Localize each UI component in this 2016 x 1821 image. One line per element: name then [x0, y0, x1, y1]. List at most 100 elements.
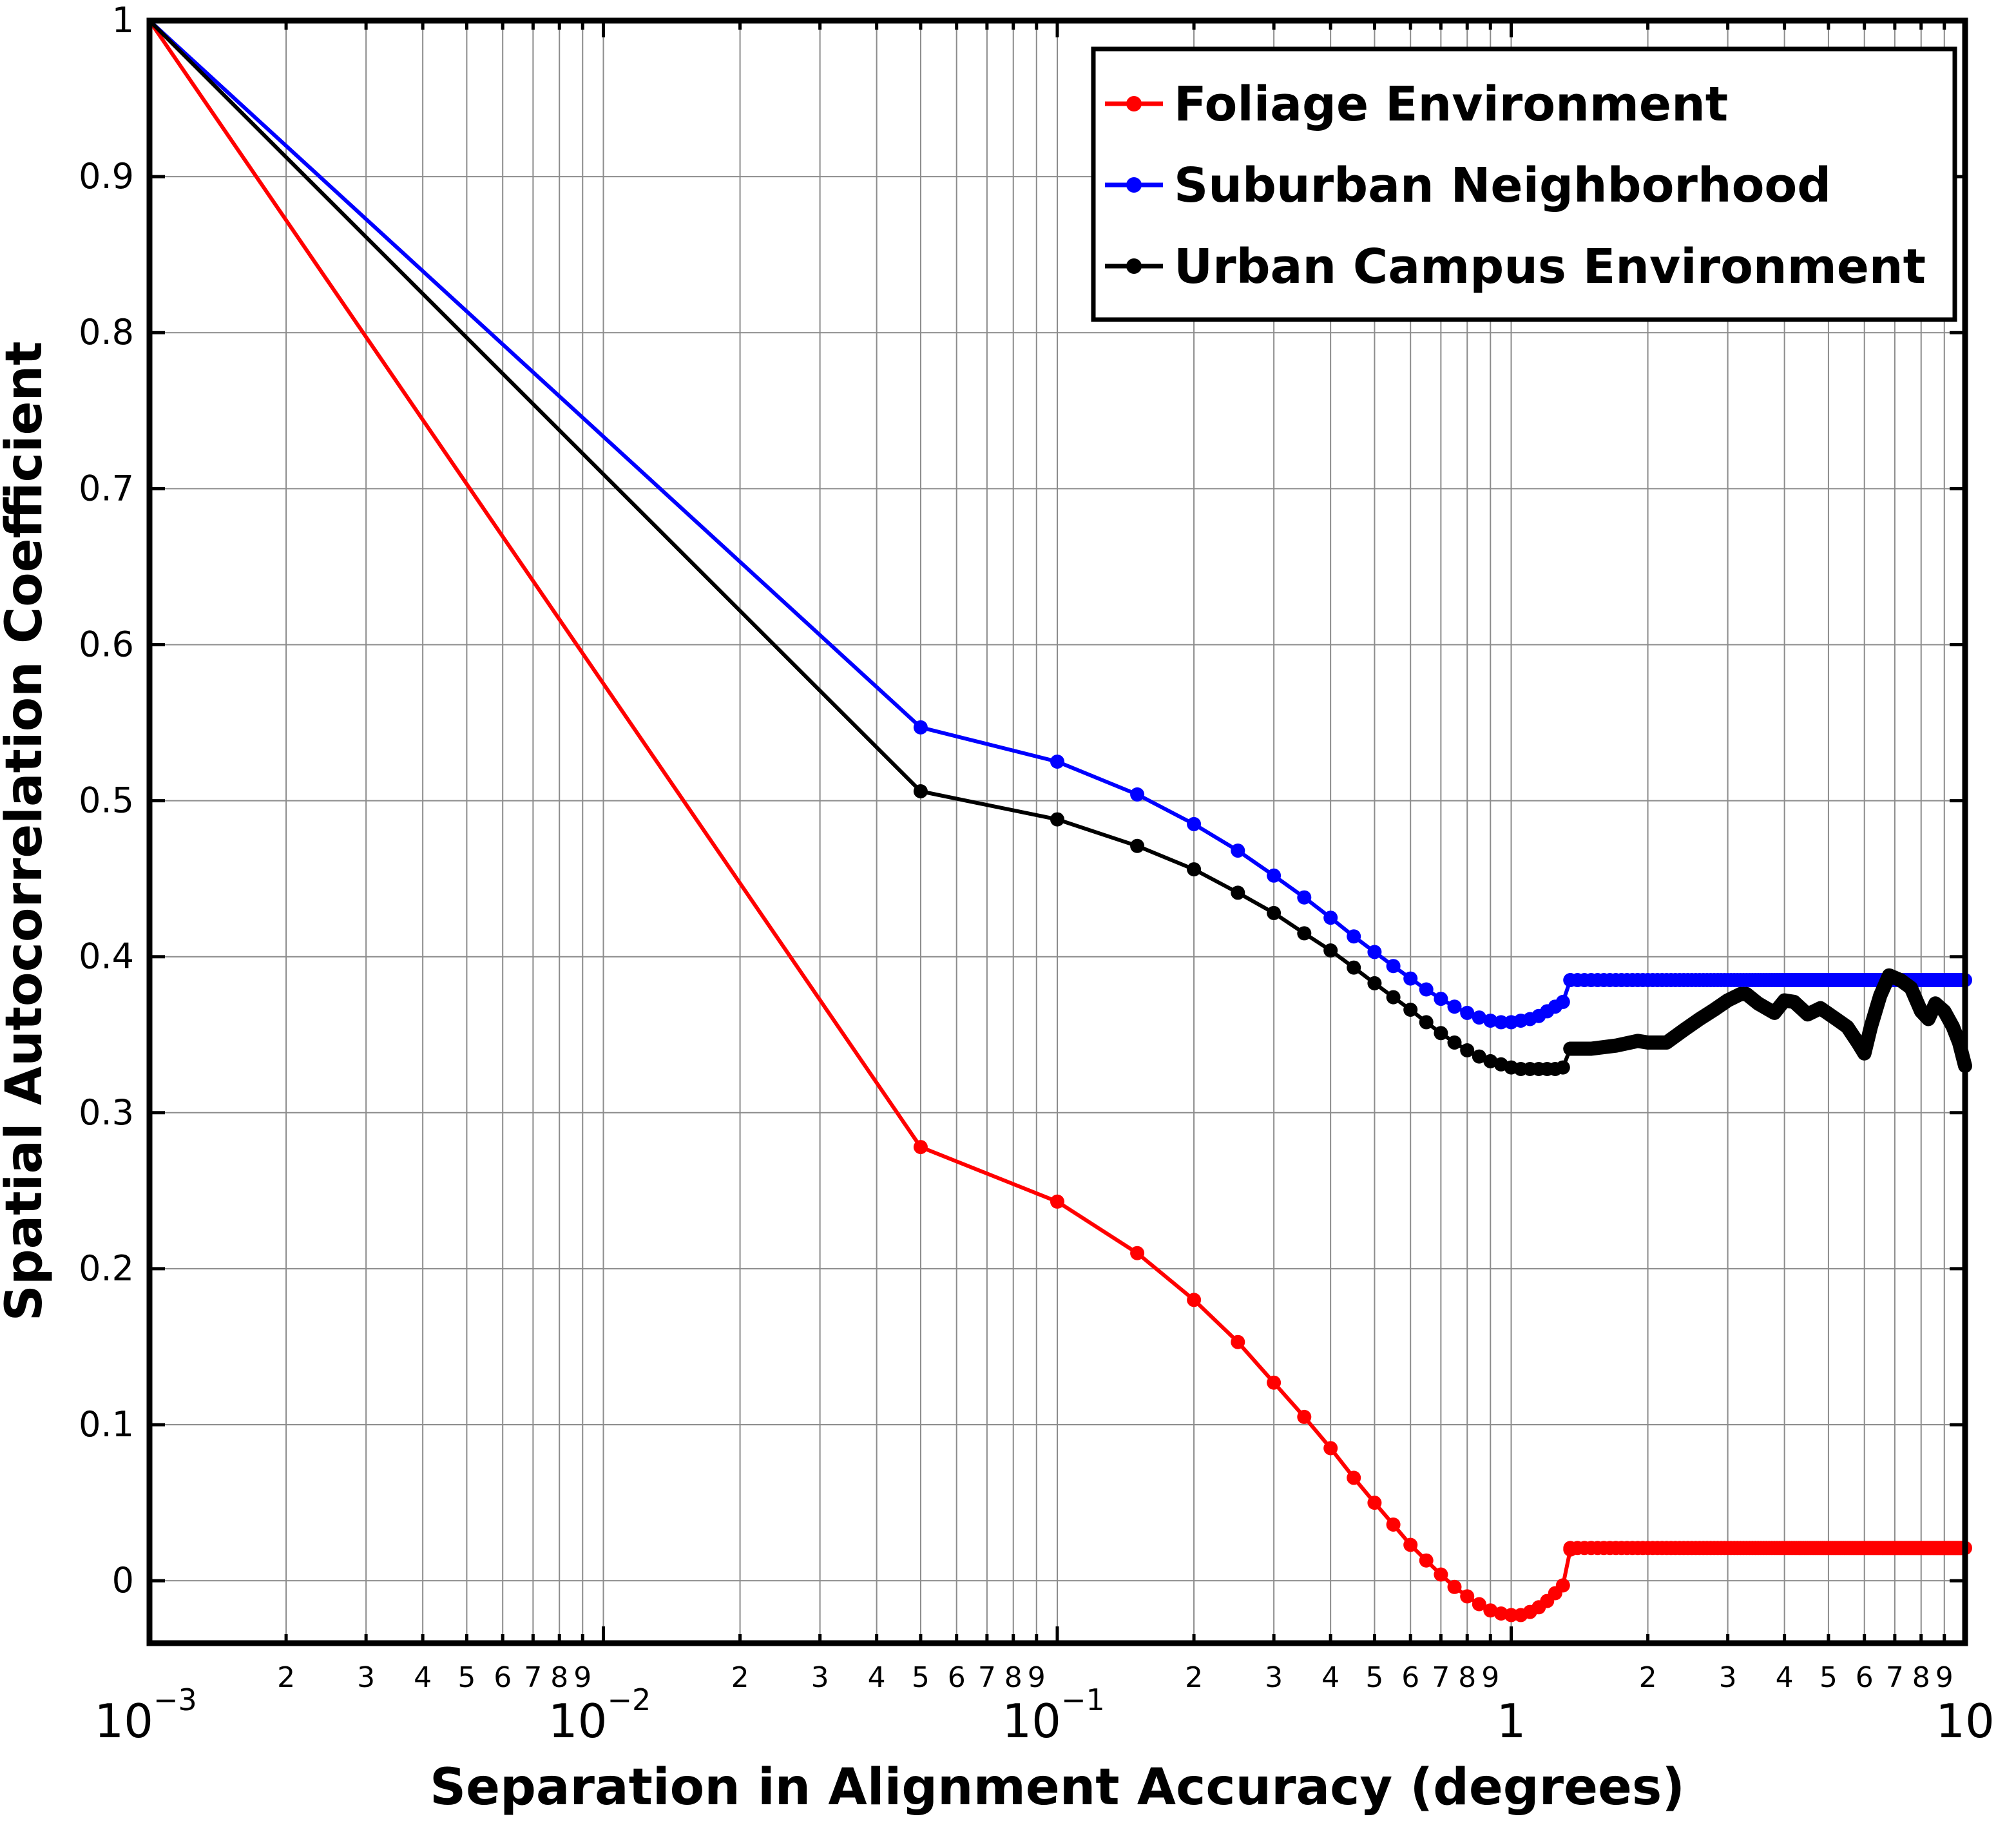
data-point — [1323, 1441, 1338, 1456]
data-point — [1231, 1334, 1245, 1349]
legend-swatch-marker — [1126, 177, 1142, 193]
data-point — [913, 720, 928, 735]
data-point — [1472, 1597, 1486, 1612]
data-point — [1050, 755, 1064, 769]
data-point — [1460, 1005, 1475, 1020]
data-point — [1403, 1537, 1418, 1552]
y-tick-label: 0 — [112, 1560, 134, 1601]
data-point — [1386, 1518, 1401, 1532]
data-point — [1555, 1578, 1570, 1593]
x-major-tick-label: 10 −1 — [1002, 1682, 1104, 1748]
data-point — [1419, 1553, 1434, 1568]
data-point — [1187, 862, 1202, 877]
data-point — [1434, 1567, 1448, 1582]
data-point — [1297, 1409, 1312, 1424]
x-minor-tick-label: 5 — [457, 1661, 475, 1694]
x-minor-tick-label: 9 — [1481, 1661, 1499, 1694]
x-minor-tick-label: 7 — [1886, 1661, 1904, 1694]
x-minor-tick-label: 9 — [573, 1661, 591, 1694]
data-point — [1483, 1014, 1498, 1028]
y-tick-label: 0.1 — [79, 1404, 134, 1445]
data-point — [1460, 1589, 1475, 1604]
data-point — [1447, 1579, 1462, 1594]
data-point — [1483, 1054, 1498, 1068]
data-point — [1130, 1246, 1145, 1260]
data-point — [1403, 971, 1418, 986]
x-minor-tick-label: 9 — [1935, 1661, 1954, 1694]
series-urban-campus-environment — [148, 19, 1972, 1076]
data-point — [1472, 1049, 1486, 1064]
data-point — [1187, 816, 1202, 831]
data-point — [1447, 999, 1462, 1014]
data-point — [1267, 905, 1282, 920]
x-major-tick-base: 1 — [1497, 1694, 1526, 1748]
x-minor-tick-label: 5 — [1819, 1661, 1838, 1694]
data-point — [1347, 960, 1361, 975]
tick-labels: 2 3 4 5 6 7 8 9 2 3 4 5 6 7 8 9 2 3 4 5 6 7 8 9 2 3 4 5 6 7 8 900.10.20… — [79, 0, 1995, 1748]
data-point — [1386, 990, 1401, 1005]
x-minor-tick-label: 2 — [1185, 1661, 1203, 1694]
data-point — [1434, 992, 1448, 1007]
legend-label: Suburban Neighborhood — [1174, 158, 1831, 213]
x-minor-tick-label: 6 — [1401, 1661, 1419, 1694]
data-point — [913, 1140, 928, 1155]
x-minor-tick-label: 4 — [414, 1661, 432, 1694]
data-point — [1367, 976, 1382, 990]
x-major-tick-base: 10 — [94, 1694, 153, 1748]
x-minor-tick-label: 4 — [1776, 1661, 1794, 1694]
legend-swatch-marker — [1126, 258, 1142, 274]
data-point — [1555, 1060, 1570, 1075]
data-point — [1267, 1375, 1282, 1390]
data-point — [1434, 1026, 1448, 1041]
y-tick-label: 0.6 — [79, 624, 134, 664]
data-point — [1419, 1015, 1434, 1030]
legend-box — [1091, 46, 1957, 322]
x-minor-tick-label: 9 — [1028, 1661, 1046, 1694]
x-major-tick-exponent: −3 — [153, 1682, 197, 1717]
y-tick-label: 0.2 — [79, 1248, 134, 1289]
x-minor-tick-label: 3 — [1265, 1661, 1283, 1694]
y-tick-label: 0.7 — [79, 468, 134, 508]
series-dense-markers — [1563, 968, 1972, 1074]
y-tick-label: 0.4 — [79, 936, 134, 977]
x-major-tick-base: 10 — [1935, 1694, 1995, 1748]
x-major-tick-base: 10 — [548, 1694, 608, 1748]
x-minor-tick-label: 8 — [1458, 1661, 1476, 1694]
x-major-tick-base: 10 — [1002, 1694, 1061, 1748]
data-point — [1297, 890, 1312, 905]
y-tick-label: 0.9 — [79, 156, 134, 197]
legend-swatch-marker — [1126, 96, 1142, 111]
x-major-tick-label: 10 −2 — [548, 1682, 651, 1748]
data-point — [1447, 1035, 1462, 1050]
data-point — [1493, 1015, 1508, 1030]
data-point — [913, 784, 928, 798]
y-tick-label: 0.3 — [79, 1092, 134, 1133]
legend-label: Foliage Environment — [1174, 77, 1728, 132]
data-point — [1386, 959, 1401, 974]
data-point — [1267, 868, 1282, 883]
legend-item: Foliage Environment — [1105, 77, 1728, 132]
series-foliage-environment — [148, 19, 1972, 1623]
legend-label: Urban Campus Environment — [1174, 239, 1926, 294]
x-minor-tick-label: 4 — [868, 1661, 886, 1694]
data-point — [1347, 929, 1361, 944]
data-point — [1367, 1496, 1382, 1510]
x-major-tick-label: 1 — [1497, 1694, 1526, 1748]
y-tick-label: 0.8 — [79, 312, 134, 352]
x-minor-tick-label: 8 — [1004, 1661, 1022, 1694]
series-group — [148, 19, 1972, 1623]
data-point — [1347, 1470, 1361, 1485]
x-minor-tick-label: 2 — [277, 1661, 295, 1694]
data-point — [1187, 1293, 1202, 1307]
data-point — [1323, 943, 1338, 958]
data-point — [1563, 1041, 1578, 1056]
x-major-tick-label: 10 — [1935, 1694, 1995, 1748]
x-major-tick-exponent: −1 — [1061, 1682, 1105, 1717]
y-tick-label: 0.5 — [79, 780, 134, 821]
data-point — [1297, 926, 1312, 941]
data-point — [1130, 838, 1145, 853]
x-minor-tick-label: 3 — [1719, 1661, 1737, 1694]
x-minor-tick-label: 8 — [1912, 1661, 1930, 1694]
x-minor-tick-label: 7 — [524, 1661, 542, 1694]
